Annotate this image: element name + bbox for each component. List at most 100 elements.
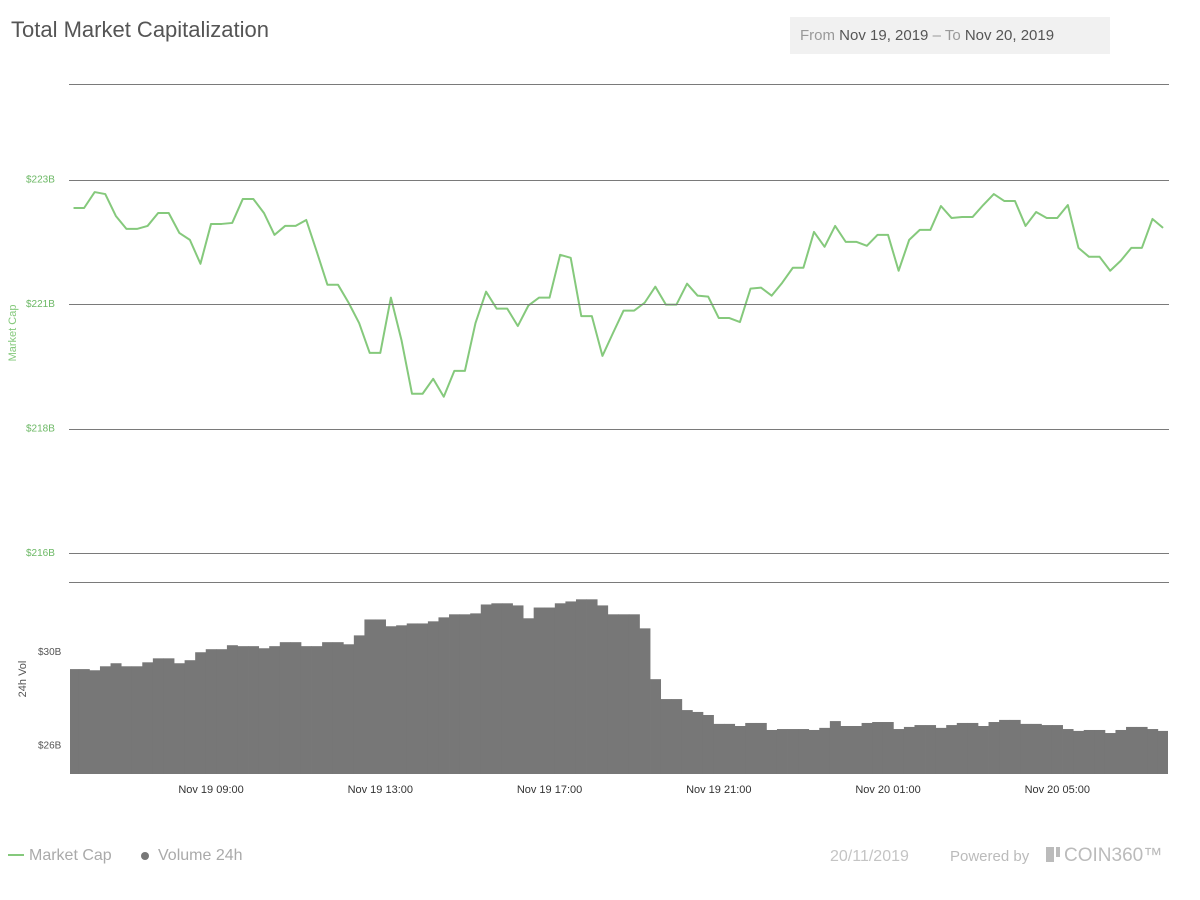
- volume-bar: [385, 626, 397, 774]
- y2-tick-label: $26B: [38, 741, 62, 752]
- volume-bar: [417, 623, 429, 774]
- volume-bar: [586, 599, 598, 774]
- from-label: From: [800, 27, 835, 44]
- y2-tick-label: $30B: [38, 647, 62, 658]
- volume-bar: [99, 666, 111, 774]
- volume-bar: [1094, 729, 1106, 774]
- volume-bar: [248, 646, 260, 774]
- volume-bar: [110, 663, 122, 774]
- volume-bar: [470, 613, 482, 774]
- volume-bar: [692, 711, 704, 774]
- volume-bar: [999, 719, 1011, 774]
- volume-bar: [956, 722, 968, 774]
- x-tick-label: Nov 19 09:00: [178, 784, 243, 796]
- volume-bar: [554, 603, 566, 774]
- volume-bar: [851, 726, 862, 774]
- volume-bar: [1030, 723, 1042, 774]
- volume-bar: [364, 619, 376, 774]
- volume-bar: [977, 726, 989, 774]
- volume-bar: [311, 646, 323, 774]
- legend-label: Volume 24h: [158, 847, 243, 864]
- volume-bar: [575, 599, 587, 774]
- volume-bar: [702, 714, 714, 774]
- volume-bar: [639, 628, 651, 774]
- y-tick-label: $218B: [26, 424, 55, 435]
- volume-bar: [840, 726, 852, 774]
- volume-bar: [544, 607, 556, 774]
- volume-bar: [681, 710, 693, 774]
- volume-bar: [70, 669, 80, 774]
- volume-bar: [755, 722, 767, 774]
- volume-bar: [660, 699, 672, 774]
- volume-bar: [512, 605, 524, 774]
- brand-icon: [1046, 847, 1060, 862]
- volume-bar: [375, 619, 386, 774]
- volume-bar: [988, 722, 1000, 774]
- volume-bar: [152, 658, 164, 774]
- to-date: Nov 20, 2019: [965, 27, 1054, 44]
- volume-bar: [671, 699, 683, 774]
- volume-bar: [882, 722, 894, 774]
- x-tick-label: Nov 19 17:00: [517, 784, 582, 796]
- date-range-box[interactable]: [790, 17, 1110, 54]
- volume-bar: [967, 722, 979, 774]
- legend-item[interactable]: Volume 24h: [141, 847, 243, 864]
- volume-bar: [427, 621, 439, 774]
- volume-bar: [607, 614, 619, 774]
- volume-bar: [205, 649, 217, 774]
- volume-bar: [226, 645, 238, 774]
- volume-bar: [597, 605, 609, 774]
- volume-bar: [501, 603, 513, 774]
- volume-bar: [1147, 729, 1159, 774]
- volume-bar: [438, 617, 450, 774]
- volume-bar: [142, 662, 154, 774]
- x-tick-label: Nov 19 21:00: [686, 784, 751, 796]
- y-axis-title: Market Cap: [7, 305, 19, 362]
- y-tick-label: $216B: [26, 548, 55, 559]
- volume-bar: [734, 726, 746, 774]
- volume-bar: [1136, 726, 1148, 774]
- volume-bar: [745, 722, 757, 774]
- volume-bar: [523, 618, 535, 774]
- volume-bar: [1157, 730, 1168, 774]
- volume-bar: [491, 603, 503, 774]
- volume-bar: [131, 666, 143, 774]
- volume-bar: [406, 623, 418, 774]
- volume-bar: [163, 658, 175, 774]
- brand[interactable]: COIN360™: [1064, 845, 1162, 866]
- plot-area: [70, 191, 1168, 774]
- volume-bar: [258, 648, 270, 774]
- legend-item[interactable]: Market Cap: [8, 847, 112, 864]
- volume-bar: [195, 652, 207, 774]
- volume-bar: [713, 723, 725, 774]
- volume-bar: [533, 607, 545, 774]
- to-label: To: [945, 27, 961, 44]
- volume-bar: [1083, 729, 1095, 774]
- volume-bar: [819, 727, 831, 774]
- from-date: Nov 19, 2019: [839, 27, 928, 44]
- volume-bar: [1104, 733, 1116, 774]
- volume-bar: [322, 642, 334, 774]
- volume-bar: [628, 614, 640, 774]
- volume-bar: [829, 721, 841, 774]
- volume-bar: [861, 722, 873, 774]
- volume-bar: [872, 722, 884, 774]
- legend-dot: [141, 852, 149, 860]
- volume-bar: [343, 644, 355, 774]
- volume-bar: [396, 625, 408, 774]
- x-tick-label: Nov 20 01:00: [855, 784, 920, 796]
- powered-by: Powered by: [950, 848, 1030, 865]
- x-tick-label: Nov 19 13:00: [348, 784, 413, 796]
- volume-bar: [724, 723, 736, 774]
- volume-bar: [290, 642, 302, 774]
- volume-bar: [618, 614, 630, 774]
- volume-bar: [650, 679, 662, 774]
- volume-bar: [1051, 725, 1063, 774]
- volume-bar: [903, 726, 915, 774]
- volume-bar: [946, 725, 958, 774]
- volume-bar: [776, 729, 788, 774]
- volume-bar: [237, 646, 249, 774]
- volume-bar: [565, 601, 577, 774]
- volume-bar: [893, 729, 905, 774]
